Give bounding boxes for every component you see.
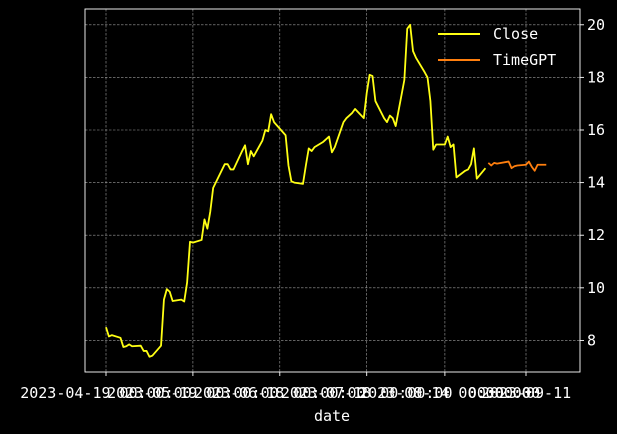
- x-tick-label-extra: 00:00:00: [468, 384, 540, 402]
- y-tick-label: 20: [587, 16, 605, 34]
- y-tick-label: 8: [587, 331, 596, 349]
- series-line-timegpt: [487, 160, 547, 172]
- y-tick-label: 18: [587, 68, 605, 86]
- x-axis-title: date: [314, 407, 350, 425]
- series-layer: [105, 23, 547, 358]
- x-tick-label: 2023-09-11: [481, 384, 571, 402]
- legend: Close TimeGPT: [438, 25, 556, 69]
- x-tick-label: 2023-04-19 00:00:00: [20, 384, 192, 402]
- series-line-close: [105, 23, 487, 358]
- y-tick-label: 14: [587, 174, 605, 192]
- plot-frame: [84, 8, 581, 373]
- y-tick-label: 10: [587, 279, 605, 297]
- legend-label-close: Close: [493, 25, 538, 43]
- x-tick-label: 2023-06-18 00:00:00: [194, 384, 366, 402]
- y-tick-label: 16: [587, 121, 605, 139]
- grid-lines: [85, 9, 580, 372]
- legend-label-timegpt: TimeGPT: [493, 51, 556, 69]
- x-tick-label: 2023-07-18 00:00:00: [281, 384, 453, 402]
- x-tick-label: 2023-08-14 00:00:00: [359, 384, 531, 402]
- x-tick-label: 2023-05-19 00:00:00: [107, 384, 279, 402]
- y-tick-label: 12: [587, 226, 605, 244]
